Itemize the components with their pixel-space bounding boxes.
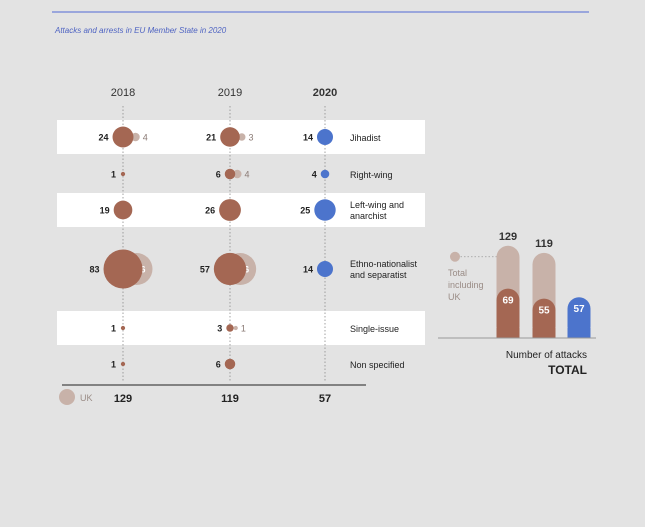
value-label: 6 xyxy=(216,170,221,180)
bubble-2020 xyxy=(316,260,334,278)
year-header: 2020 xyxy=(313,87,337,99)
uk-bubble xyxy=(238,133,246,141)
total-label: 119 xyxy=(221,393,239,405)
eu-bar-label: 57 xyxy=(573,304,585,315)
category-label: Ethno-nationalist and separatist xyxy=(350,259,418,280)
value-label: 4 xyxy=(312,170,317,180)
bubble-2020 xyxy=(320,169,330,179)
category-label: Jihadist xyxy=(350,133,381,143)
eu-bar-label: 55 xyxy=(538,306,550,317)
category-label: Right-wing xyxy=(350,170,393,180)
eu-bubble xyxy=(213,252,247,286)
bar-axis-label: Number of attacks xyxy=(506,350,587,361)
uk-value-label: 1 xyxy=(241,324,246,334)
value-label: 6 xyxy=(216,360,221,370)
uk-value-label: 4 xyxy=(143,133,148,143)
total-bar-label: 119 xyxy=(535,238,553,250)
year-header: 2018 xyxy=(111,87,135,99)
total-legend-dot xyxy=(450,251,460,262)
eu-bubble xyxy=(120,171,126,177)
eu-bar xyxy=(567,297,591,338)
value-label: 26 xyxy=(205,206,215,216)
bar-caption: TOTAL xyxy=(548,363,587,377)
eu-bar xyxy=(496,288,520,338)
value-label: 19 xyxy=(100,206,110,216)
value-label: 57 xyxy=(200,265,210,275)
eu-bubble xyxy=(112,126,134,148)
value-label: 14 xyxy=(303,265,313,275)
eu-bubble xyxy=(219,199,241,221)
value-label: 24 xyxy=(99,133,109,143)
value-label: 25 xyxy=(300,206,310,216)
category-label: Single-issue xyxy=(350,324,399,334)
chart-title: Attacks and arrests in EU Member State i… xyxy=(55,26,227,35)
uk-legend-label: UK xyxy=(80,393,93,403)
uk-value-label: 3 xyxy=(249,133,254,143)
category-label: Non specified xyxy=(350,360,405,370)
uk-bubble xyxy=(131,132,140,142)
value-label: 21 xyxy=(206,133,216,143)
uk-bubble xyxy=(232,169,242,179)
eu-bar-base xyxy=(567,328,591,338)
eu-bubble xyxy=(224,168,236,180)
value-label: 1 xyxy=(111,360,116,370)
category-label: Left-wing and anarchist xyxy=(350,200,404,221)
total-bar-label: 129 xyxy=(499,231,517,243)
eu-bubble xyxy=(226,324,234,332)
eu-bubble xyxy=(103,249,143,289)
eu-bubble xyxy=(113,200,133,220)
eu-bar-label: 69 xyxy=(502,296,514,307)
uk-value-label: 4 xyxy=(245,170,250,180)
value-label: 1 xyxy=(111,170,116,180)
value-label: 3 xyxy=(217,324,222,334)
eu-bubble xyxy=(120,325,126,331)
uk-legend-swatch xyxy=(59,389,75,405)
eu-bar-base xyxy=(532,328,556,338)
total-including-uk-label: Total including UK xyxy=(448,268,484,302)
value-label: 1 xyxy=(111,324,116,334)
row-band xyxy=(57,311,425,345)
bubble-2020 xyxy=(316,128,334,146)
value-label: 14 xyxy=(303,133,313,143)
top-rule xyxy=(52,11,589,13)
eu-bubble xyxy=(224,358,236,370)
value-label: 83 xyxy=(89,265,99,275)
eu-bar-base xyxy=(496,328,520,338)
row-band xyxy=(57,193,425,227)
total-label: 129 xyxy=(114,393,132,405)
uk-bubble xyxy=(233,325,238,331)
bubble-2020 xyxy=(314,199,336,221)
total-label: 57 xyxy=(319,393,331,405)
eu-bubble xyxy=(220,127,240,147)
year-header: 2019 xyxy=(218,87,242,99)
eu-bubble xyxy=(120,361,126,367)
